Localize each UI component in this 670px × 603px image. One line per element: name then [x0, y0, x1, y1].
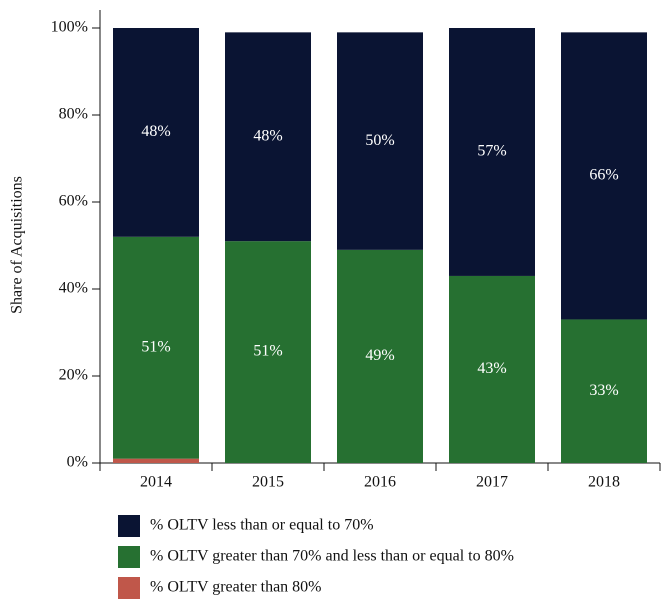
- bar-segment: [449, 28, 535, 276]
- y-tick-label: 0%: [67, 454, 88, 471]
- y-axis-label: Share of Acquisitions: [9, 176, 26, 314]
- legend-swatch: [118, 515, 140, 537]
- bar-segment: [113, 458, 199, 463]
- bar-segment: [449, 275, 535, 463]
- data-label: 43%: [477, 360, 506, 377]
- x-tick-label: 2017: [476, 474, 508, 491]
- y-tick-label: 100%: [51, 19, 88, 36]
- data-label: 51%: [141, 338, 170, 355]
- bar-segment: [337, 32, 423, 250]
- data-label: 50%: [365, 132, 394, 149]
- legend-label: % OLTV greater than 80%: [150, 579, 322, 596]
- legend-swatch: [118, 577, 140, 599]
- bar-segment: [225, 241, 311, 463]
- bar-segment: [113, 236, 199, 459]
- data-label: 49%: [365, 347, 394, 364]
- x-tick-label: 2015: [252, 474, 284, 491]
- x-tick-label: 2018: [588, 474, 620, 491]
- bar-segment: [561, 319, 647, 463]
- y-tick-label: 40%: [59, 280, 88, 297]
- data-label: 51%: [253, 343, 282, 360]
- bar-segment: [337, 249, 423, 463]
- legend-label: % OLTV greater than 70% and less than or…: [150, 548, 514, 565]
- bar-segment: [113, 28, 199, 237]
- y-tick-label: 20%: [59, 367, 88, 384]
- y-tick-label: 80%: [59, 106, 88, 123]
- legend-label: % OLTV less than or equal to 70%: [150, 517, 374, 534]
- data-label: 66%: [589, 167, 618, 184]
- x-tick-label: 2014: [140, 474, 172, 491]
- bar-segment: [225, 32, 311, 242]
- data-label: 33%: [589, 382, 618, 399]
- data-label: 48%: [141, 123, 170, 140]
- data-label: 57%: [477, 143, 506, 160]
- y-tick-label: 60%: [59, 193, 88, 210]
- data-label: 48%: [253, 127, 282, 144]
- x-tick-label: 2016: [364, 474, 396, 491]
- bar-segment: [561, 32, 647, 320]
- legend-swatch: [118, 546, 140, 568]
